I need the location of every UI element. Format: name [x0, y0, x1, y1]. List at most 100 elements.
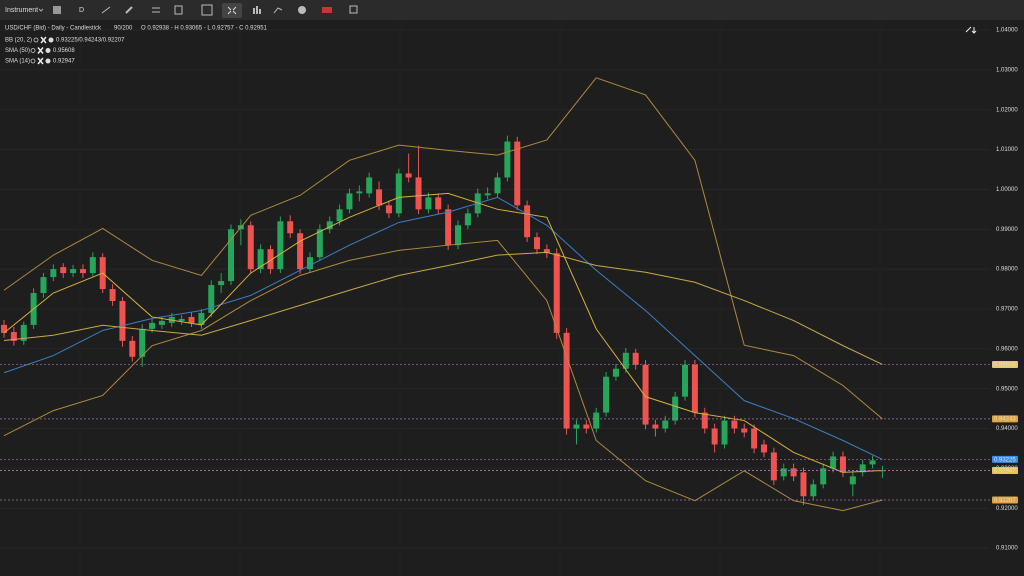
candle-body [632, 352, 639, 365]
candle-body [573, 424, 580, 429]
candle-body [208, 285, 215, 313]
chart-header: USD/CHF (Bid) - Daily - Candlestick 90/2… [5, 26, 268, 32]
candle-body [40, 277, 47, 294]
chart-type-icon[interactable] [53, 6, 61, 14]
y-tick-label: 1.04000 [996, 28, 1018, 34]
interval-menu[interactable]: D [79, 7, 84, 14]
candle-body [859, 464, 866, 473]
candle-body [741, 428, 748, 433]
brush-icon[interactable] [125, 6, 133, 14]
candle-body [543, 249, 550, 254]
y-tick-label: 1.03000 [996, 67, 1018, 73]
indicator-readout: 0.92947 [53, 59, 75, 65]
price-tag-label: 0.94243 [994, 417, 1016, 423]
dropdown-arrow [38, 8, 44, 12]
y-tick-label: 0.96000 [996, 346, 1018, 352]
candle-body [484, 193, 491, 196]
candle-body [711, 428, 718, 445]
price-tag-label: 0.95608 [994, 362, 1016, 368]
candle-body [455, 225, 462, 246]
indicator-name: SMA (14) [5, 59, 30, 65]
candle-body [376, 189, 383, 206]
candle-body [316, 229, 323, 258]
y-tick-label: 0.98000 [996, 267, 1018, 273]
expand-icon[interactable] [965, 26, 977, 34]
candle-body [691, 364, 698, 413]
indicator-name: SMA (50) [5, 48, 30, 54]
candle-body [297, 233, 304, 270]
y-tick-label: 1.00000 [996, 187, 1018, 193]
candle-body [277, 221, 284, 270]
candle-body [701, 412, 708, 429]
candle-body [346, 193, 353, 210]
layout-icon[interactable] [201, 4, 213, 16]
candle-body [267, 249, 274, 270]
candle-body [10, 332, 17, 341]
indicator-legend: BB (20, 2) 0.93225/0.94243/0.92207 SMA (50… [5, 36, 125, 65]
delete-icon[interactable] [174, 5, 183, 15]
candle-body [770, 452, 777, 481]
remove-icon [37, 57, 44, 65]
price-tag-label: 0.93225 [994, 457, 1016, 463]
instrument-menu[interactable]: Instrument [5, 7, 38, 14]
y-tick-label: 0.95000 [996, 386, 1018, 392]
bars-icon[interactable] [253, 6, 261, 14]
candle-body [405, 173, 412, 178]
bar-counter: 90/200 [114, 26, 133, 32]
candle-body [178, 318, 185, 321]
candle-body [218, 281, 225, 286]
candle-body [563, 332, 570, 429]
plot [0, 20, 990, 576]
y-tick-label: 0.91000 [996, 546, 1018, 552]
y-tick-label: 0.99000 [996, 227, 1018, 233]
y-tick-label: 1.01000 [996, 147, 1018, 153]
draw-line-icon[interactable] [101, 6, 111, 14]
candle-body [504, 141, 511, 178]
indicator-line [3, 77, 883, 420]
y-tick-label: 1.02000 [996, 107, 1018, 113]
candle-body [800, 472, 807, 497]
candle-body [119, 300, 126, 341]
candle-body [790, 468, 797, 477]
candle-body [415, 177, 422, 210]
candle-body [445, 209, 452, 246]
candle-body [603, 376, 610, 413]
candle-body [228, 229, 235, 282]
candle-body [464, 213, 471, 226]
candle-body [326, 221, 333, 230]
candle-body [533, 237, 540, 250]
theme-icon[interactable] [298, 6, 306, 14]
ohlc-readout: O 0.92938 - H 0.93065 - L 0.92757 - C 0.… [141, 26, 268, 32]
trend-icon[interactable] [273, 7, 283, 14]
candle-body [494, 177, 501, 194]
candle-body [395, 173, 402, 214]
candle-body [642, 364, 649, 425]
candle-body [682, 364, 689, 397]
price-tag [992, 415, 1018, 423]
language-flag[interactable] [322, 7, 332, 13]
candle-body [385, 205, 392, 214]
candle-body [849, 476, 856, 485]
candle-body [721, 420, 728, 445]
indicator-readout: 0.95608 [53, 48, 75, 54]
visibility-icon [30, 58, 36, 64]
candle-body [612, 368, 619, 377]
remove-icon [40, 36, 47, 44]
settings-icon [45, 58, 51, 64]
window-icon[interactable] [349, 5, 358, 14]
candle-body [50, 269, 57, 278]
candle-body [662, 420, 669, 429]
y-tick-label: 0.97000 [996, 307, 1018, 313]
candle-body [20, 324, 27, 341]
y-tick-label: 0.92000 [996, 506, 1018, 512]
candle-body [336, 209, 343, 222]
candle-body [1, 324, 7, 333]
price-tag-label: 0.92947 [994, 468, 1016, 474]
candle-body [70, 269, 77, 274]
candle-body [366, 177, 373, 194]
candle-body [60, 267, 67, 274]
candle-body [306, 257, 313, 270]
fullscreen-btn[interactable] [222, 3, 242, 18]
indicator-icon[interactable] [152, 7, 160, 13]
